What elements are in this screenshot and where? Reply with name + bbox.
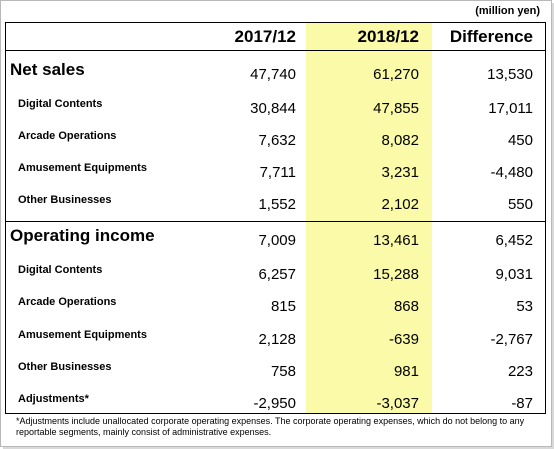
value-2018: 981 bbox=[393, 363, 419, 380]
frame-shadow-right bbox=[552, 3, 554, 449]
header-2017: 2017/12 bbox=[234, 27, 296, 46]
value-difference: 6,452 bbox=[495, 232, 533, 249]
row-label: Digital Contents bbox=[18, 98, 103, 110]
table-row: Other Businesses 1,552 2,102 550 bbox=[6, 194, 545, 216]
value-difference: -4,480 bbox=[490, 164, 533, 181]
value-difference: 223 bbox=[507, 363, 533, 380]
section-row-operating-income: Operating income 7,009 13,461 6,452 bbox=[6, 226, 545, 252]
value-difference: 13,530 bbox=[487, 66, 533, 83]
value-difference: 550 bbox=[507, 196, 533, 213]
value-2018: -639 bbox=[388, 331, 419, 348]
value-2018: -3,037 bbox=[376, 395, 419, 412]
section-divider bbox=[6, 221, 545, 222]
value-2017: 2,128 bbox=[258, 331, 296, 348]
section-title: Operating income bbox=[10, 226, 155, 245]
value-2017: 7,632 bbox=[258, 132, 296, 149]
value-2018: 61,270 bbox=[373, 66, 419, 83]
row-label: Other Businesses bbox=[18, 361, 112, 373]
table-row: Amusement Equipments 2,128 -639 -2,767 bbox=[6, 329, 545, 351]
header-difference: Difference bbox=[449, 27, 533, 46]
value-2017: 1,552 bbox=[258, 196, 296, 213]
value-2018: 13,461 bbox=[373, 232, 419, 249]
value-2017: 7,009 bbox=[258, 232, 296, 249]
frame-shadow-bottom bbox=[3, 447, 554, 449]
table-row: Adjustments* -2,950 -3,037 -87 bbox=[6, 393, 545, 415]
value-2017: 7,711 bbox=[259, 164, 296, 181]
value-2017: 758 bbox=[270, 363, 296, 380]
value-2018: 47,855 bbox=[373, 100, 419, 117]
value-difference: 53 bbox=[516, 298, 533, 315]
value-2017: 6,257 bbox=[258, 266, 296, 283]
row-label: Digital Contents bbox=[18, 264, 103, 276]
row-label: Amusement Equipments bbox=[18, 329, 147, 341]
table-row: Digital Contents 30,844 47,855 17,011 bbox=[6, 98, 545, 120]
row-label: Other Businesses bbox=[18, 194, 112, 206]
header-2018: 2018/12 bbox=[357, 27, 419, 46]
table-row: Other Businesses 758 981 223 bbox=[6, 361, 545, 383]
row-label: Adjustments* bbox=[18, 393, 89, 405]
header-divider bbox=[6, 50, 545, 51]
footnote: *Adjustments include unallocated corpora… bbox=[16, 416, 525, 437]
value-difference: 17,011 bbox=[488, 100, 533, 117]
financial-table: 2017/12 2018/12 Difference Net sales 47,… bbox=[5, 22, 546, 414]
table-row: Arcade Operations 815 868 53 bbox=[6, 296, 545, 318]
value-difference: 9,031 bbox=[495, 266, 533, 283]
table-row: Arcade Operations 7,632 8,082 450 bbox=[6, 130, 545, 152]
value-difference: -2,767 bbox=[490, 331, 533, 348]
value-difference: -87 bbox=[511, 395, 533, 412]
value-2018: 3,231 bbox=[381, 164, 419, 181]
unit-label: (million yen) bbox=[475, 5, 540, 17]
value-2017: 815 bbox=[270, 298, 296, 315]
row-label: Arcade Operations bbox=[18, 130, 117, 142]
table-row: Amusement Equipments 7,711 3,231 -4,480 bbox=[6, 162, 545, 184]
section-title: Net sales bbox=[10, 60, 85, 79]
value-2018: 15,288 bbox=[373, 266, 419, 283]
row-label: Arcade Operations bbox=[18, 296, 117, 308]
value-2017: -2,950 bbox=[253, 395, 296, 412]
value-difference: 450 bbox=[507, 132, 533, 149]
value-2018: 8,082 bbox=[381, 132, 419, 149]
value-2018: 2,102 bbox=[381, 196, 419, 213]
value-2018: 868 bbox=[393, 298, 419, 315]
row-label: Amusement Equipments bbox=[18, 162, 147, 174]
section-row-net-sales: Net sales 47,740 61,270 13,530 bbox=[6, 60, 545, 86]
value-2017: 30,844 bbox=[250, 100, 296, 117]
table-row: Digital Contents 6,257 15,288 9,031 bbox=[6, 264, 545, 286]
value-2017: 47,740 bbox=[250, 66, 296, 83]
highlight-column-2018 bbox=[306, 23, 432, 413]
